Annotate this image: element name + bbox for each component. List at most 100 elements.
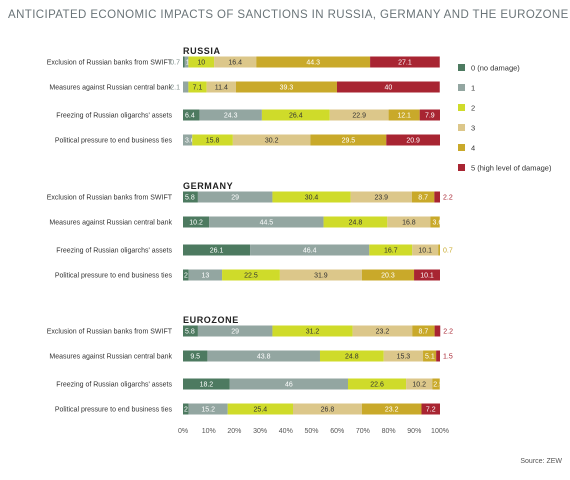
data-label: 11.4 (215, 85, 228, 92)
row-label: Political pressure to end business ties (55, 138, 173, 145)
bar-segment (183, 403, 189, 415)
data-label: 5.1 (425, 354, 435, 361)
x-tick-label: 90% (407, 428, 421, 435)
bar-segment (406, 378, 433, 390)
bar-segment (336, 81, 440, 93)
data-label: 23.9 (374, 195, 388, 202)
data-label: 6.4 (185, 113, 195, 120)
row-label: Exclusion of Russian banks from SWIFT (47, 329, 173, 336)
data-label: 2.2 (443, 195, 453, 202)
row-label: Measures against Russian central bank (49, 354, 172, 361)
data-label: 7.2 (426, 407, 436, 414)
data-label: 27.1 (398, 60, 412, 67)
bar-segment (383, 350, 424, 362)
x-tick-label: 10% (202, 428, 216, 435)
bar-segment (412, 325, 435, 337)
bar-segment (232, 134, 311, 146)
data-label: 2.1 (170, 85, 180, 92)
bar-segment (183, 109, 200, 121)
bar-segment (414, 269, 440, 281)
bar-segment (411, 191, 435, 203)
bar-segment (188, 81, 207, 93)
bar-segment (352, 325, 413, 337)
data-label: 16.7 (384, 248, 398, 255)
plot-area: RUSSIA Exclusion of Russian banks from SW… (47, 46, 453, 435)
bar-segment (438, 244, 440, 256)
data-label: 10.2 (412, 382, 426, 389)
data-label: 15.8 (206, 138, 220, 145)
data-label: 0.7 (443, 248, 453, 255)
data-label: 20.3 (381, 273, 395, 280)
x-tick-label: 60% (330, 428, 344, 435)
bar-segment (183, 378, 230, 390)
data-label: 22.5 (244, 273, 258, 280)
data-label: 8.7 (419, 329, 429, 336)
data-label: 46 (285, 382, 293, 389)
data-label: 26.8 (321, 407, 335, 414)
row-label: Freezing of Russian oligarchs' assets (56, 113, 172, 120)
legend-swatch (458, 104, 465, 111)
x-tick-label: 40% (279, 428, 293, 435)
bar-segment (434, 191, 440, 203)
data-label: 8.7 (418, 195, 428, 202)
bar-segment (361, 269, 415, 281)
data-label: 3.6 (185, 138, 195, 145)
chart-title: ANTICIPATED ECONOMIC IMPACTS OF SANCTION… (8, 9, 569, 21)
bar-segment (206, 81, 236, 93)
data-label: 12.1 (397, 113, 411, 120)
bar-segment (250, 244, 370, 256)
bar-segment (421, 403, 440, 415)
row-label: Measures against Russian central bank (49, 85, 172, 92)
row-label: Freezing of Russian oligarchs' assets (56, 248, 172, 255)
x-tick-label: 80% (382, 428, 396, 435)
data-label: 26.4 (289, 113, 303, 120)
bar-segment (361, 403, 422, 415)
data-label: 44.3 (306, 60, 320, 67)
legend-label: 2 (471, 104, 475, 113)
data-label: 25.4 (254, 407, 268, 414)
bar-segment (310, 134, 387, 146)
bar-segment (434, 325, 441, 337)
data-label: 29 (231, 195, 239, 202)
group-heading-eurozone: EUROZONE (183, 315, 239, 325)
legend-label: 1 (471, 84, 475, 93)
bar-segment (347, 378, 407, 390)
row-label: Exclusion of Russian banks from SWIFT (47, 60, 173, 67)
data-label: 16.4 (228, 60, 242, 67)
bar-segment (350, 191, 412, 203)
bar-segment (199, 109, 262, 121)
row-label: Measures against Russian central bank (49, 220, 172, 227)
data-label: 26.1 (210, 248, 224, 255)
row-label: Exclusion of Russian banks from SWIFT (47, 195, 173, 202)
data-label: 20.9 (406, 138, 420, 145)
data-label: 1.5 (443, 354, 453, 361)
bar-segment (209, 216, 324, 228)
row-label: Political pressure to end business ties (55, 273, 173, 280)
data-label: 24.8 (345, 354, 359, 361)
data-label: 9.5 (190, 354, 200, 361)
data-label: 16.8 (402, 220, 416, 227)
bar-segment (183, 81, 189, 93)
bar-segment (261, 109, 330, 121)
bar-segment (292, 403, 362, 415)
data-label: 10.1 (420, 273, 434, 280)
x-tick-label: 30% (253, 428, 267, 435)
data-label: 18.2 (200, 382, 214, 389)
legend-swatch (458, 64, 465, 71)
legend-swatch (458, 124, 465, 131)
bar-segment (183, 56, 185, 68)
data-label: 10.1 (418, 248, 432, 255)
bar-segment (183, 350, 208, 362)
legend-swatch (458, 144, 465, 151)
data-label: 43.8 (257, 354, 271, 361)
bar-segment (188, 269, 223, 281)
bar-segment (229, 378, 348, 390)
data-label: 13 (201, 273, 209, 280)
legend-label: 0 (no damage) (471, 64, 520, 73)
data-label: 24.8 (349, 220, 363, 227)
source-note: Source: ZEW (520, 458, 562, 465)
data-label: 46.4 (303, 248, 317, 255)
data-label: 15.3 (397, 354, 411, 361)
data-label: 5.8 (185, 329, 195, 336)
